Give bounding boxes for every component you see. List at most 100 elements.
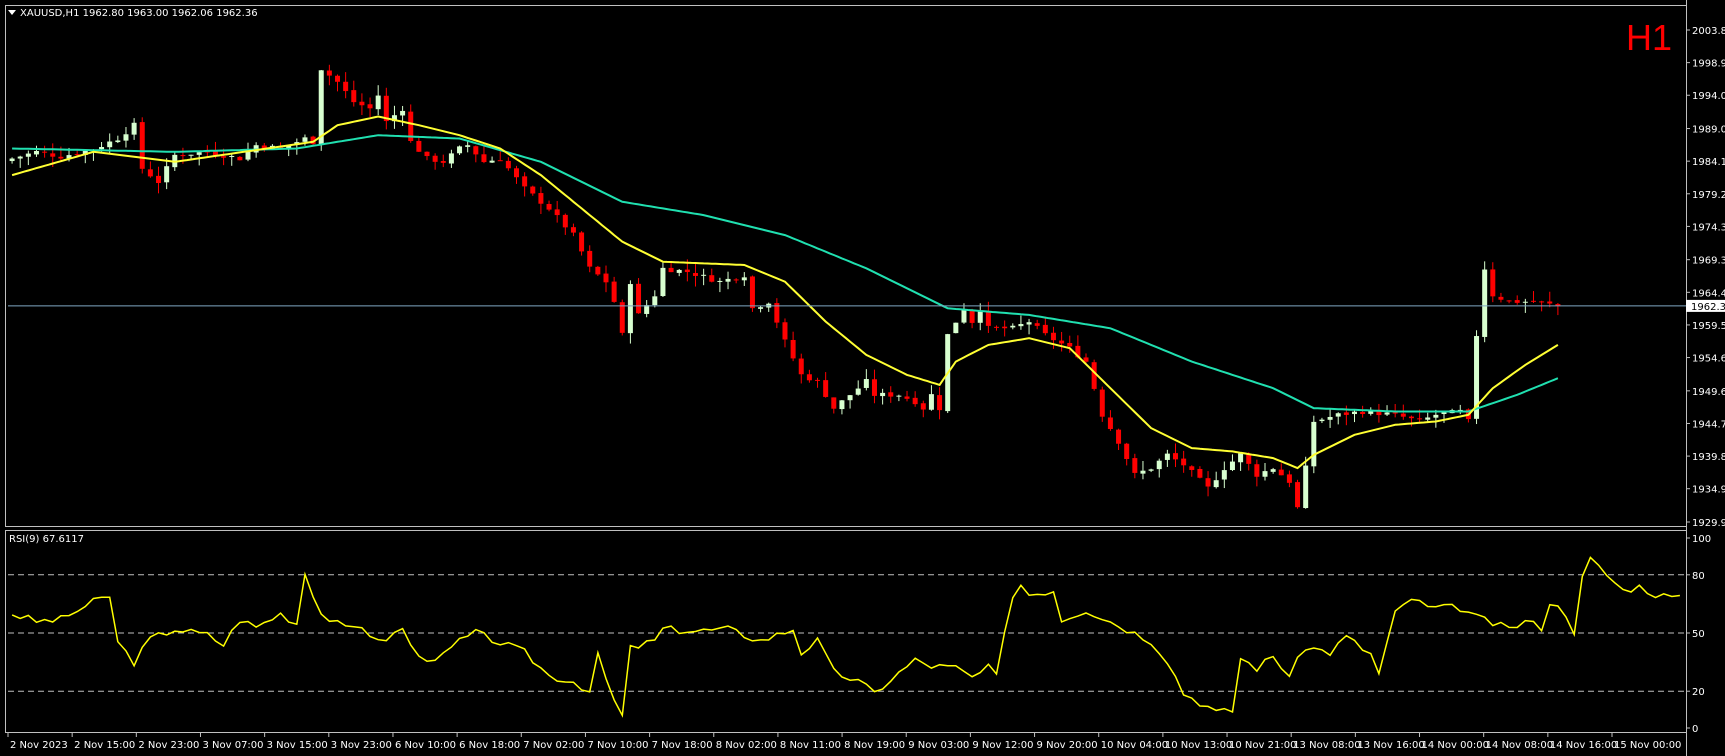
candle[interactable] (497, 151, 503, 162)
candle[interactable] (676, 268, 682, 277)
candle[interactable] (741, 272, 747, 286)
candle[interactable] (42, 145, 48, 158)
candle[interactable] (888, 386, 894, 403)
candle[interactable] (1099, 386, 1105, 422)
candle[interactable] (359, 93, 365, 115)
candle[interactable] (391, 105, 397, 129)
candle[interactable] (1018, 315, 1024, 330)
candle[interactable] (1197, 466, 1203, 479)
candle[interactable] (758, 305, 764, 313)
candle[interactable] (823, 372, 829, 398)
candle[interactable] (871, 369, 877, 404)
candle[interactable] (1490, 262, 1496, 303)
candle[interactable] (611, 276, 617, 303)
candle[interactable] (595, 265, 601, 276)
candle[interactable] (164, 158, 170, 190)
candle[interactable] (156, 166, 162, 194)
candle[interactable] (920, 400, 926, 418)
candle[interactable] (1205, 471, 1211, 497)
candle[interactable] (448, 149, 454, 168)
candle[interactable] (1335, 412, 1341, 425)
candle[interactable] (1238, 452, 1244, 471)
candle[interactable] (1441, 412, 1447, 423)
candle[interactable] (1156, 458, 1162, 478)
candle[interactable] (1083, 353, 1089, 364)
candle[interactable] (1506, 300, 1512, 304)
candle[interactable] (570, 223, 576, 237)
candle[interactable] (1254, 459, 1260, 487)
candle[interactable] (1278, 463, 1284, 476)
candle[interactable] (530, 185, 536, 196)
candle[interactable] (115, 135, 121, 144)
candle[interactable] (351, 80, 357, 107)
candle[interactable] (383, 87, 389, 130)
candle[interactable] (994, 325, 1000, 331)
candle[interactable] (139, 117, 145, 174)
candle[interactable] (1213, 471, 1219, 489)
candle[interactable] (733, 278, 739, 284)
candle[interactable] (489, 156, 495, 163)
candle[interactable] (1482, 261, 1488, 343)
candle[interactable] (855, 380, 861, 396)
rsi-pane[interactable] (8, 556, 1684, 718)
candle[interactable] (790, 331, 796, 362)
candle[interactable] (1229, 454, 1235, 472)
candle[interactable] (343, 72, 349, 99)
candle[interactable] (1132, 453, 1138, 479)
candle[interactable] (977, 303, 983, 331)
candle[interactable] (896, 394, 902, 402)
candle[interactable] (1286, 470, 1292, 488)
candle[interactable] (1164, 449, 1170, 467)
candle[interactable] (774, 298, 780, 329)
candle[interactable] (904, 390, 910, 402)
candle[interactable] (782, 318, 788, 348)
candle[interactable] (1457, 404, 1463, 415)
candle[interactable] (725, 271, 731, 290)
candle[interactable] (839, 399, 845, 415)
candle[interactable] (1173, 443, 1179, 468)
candle[interactable] (1303, 456, 1309, 509)
candle[interactable] (847, 394, 853, 409)
candle[interactable] (627, 280, 633, 344)
candle[interactable] (123, 127, 129, 148)
candle[interactable] (481, 144, 487, 164)
candle[interactable] (546, 200, 552, 212)
candle[interactable] (188, 154, 194, 159)
candle[interactable] (9, 157, 15, 164)
candle[interactable] (806, 369, 812, 383)
candle[interactable] (619, 299, 625, 336)
candle[interactable] (798, 353, 804, 384)
candle[interactable] (513, 165, 519, 184)
candle[interactable] (237, 156, 243, 161)
candle[interactable] (1376, 403, 1382, 423)
candle[interactable] (1140, 461, 1146, 480)
candle[interactable] (1498, 292, 1504, 303)
candle[interactable] (1107, 410, 1113, 431)
candle[interactable] (701, 268, 707, 286)
candle[interactable] (985, 301, 991, 333)
candle[interactable] (1221, 461, 1227, 489)
candle[interactable] (1181, 450, 1187, 473)
candle[interactable] (229, 153, 235, 166)
candle[interactable] (1425, 412, 1431, 422)
candle[interactable] (660, 262, 666, 298)
candle[interactable] (579, 231, 585, 256)
candle[interactable] (1034, 319, 1040, 330)
candle[interactable] (416, 137, 422, 152)
candle[interactable] (1042, 316, 1048, 336)
candle[interactable] (953, 322, 959, 334)
candle[interactable] (644, 300, 650, 318)
candle[interactable] (375, 85, 381, 116)
candle[interactable] (505, 157, 511, 171)
candle[interactable] (1116, 428, 1122, 451)
candle[interactable] (25, 150, 31, 166)
candle[interactable] (969, 308, 975, 329)
candle[interactable] (636, 278, 642, 314)
dropdown-arrow-icon[interactable] (8, 10, 16, 15)
candle[interactable] (1067, 335, 1073, 353)
candle[interactable] (937, 387, 943, 420)
candle[interactable] (440, 154, 446, 168)
candle[interactable] (318, 69, 324, 151)
candle[interactable] (554, 200, 560, 223)
candle[interactable] (522, 172, 528, 197)
